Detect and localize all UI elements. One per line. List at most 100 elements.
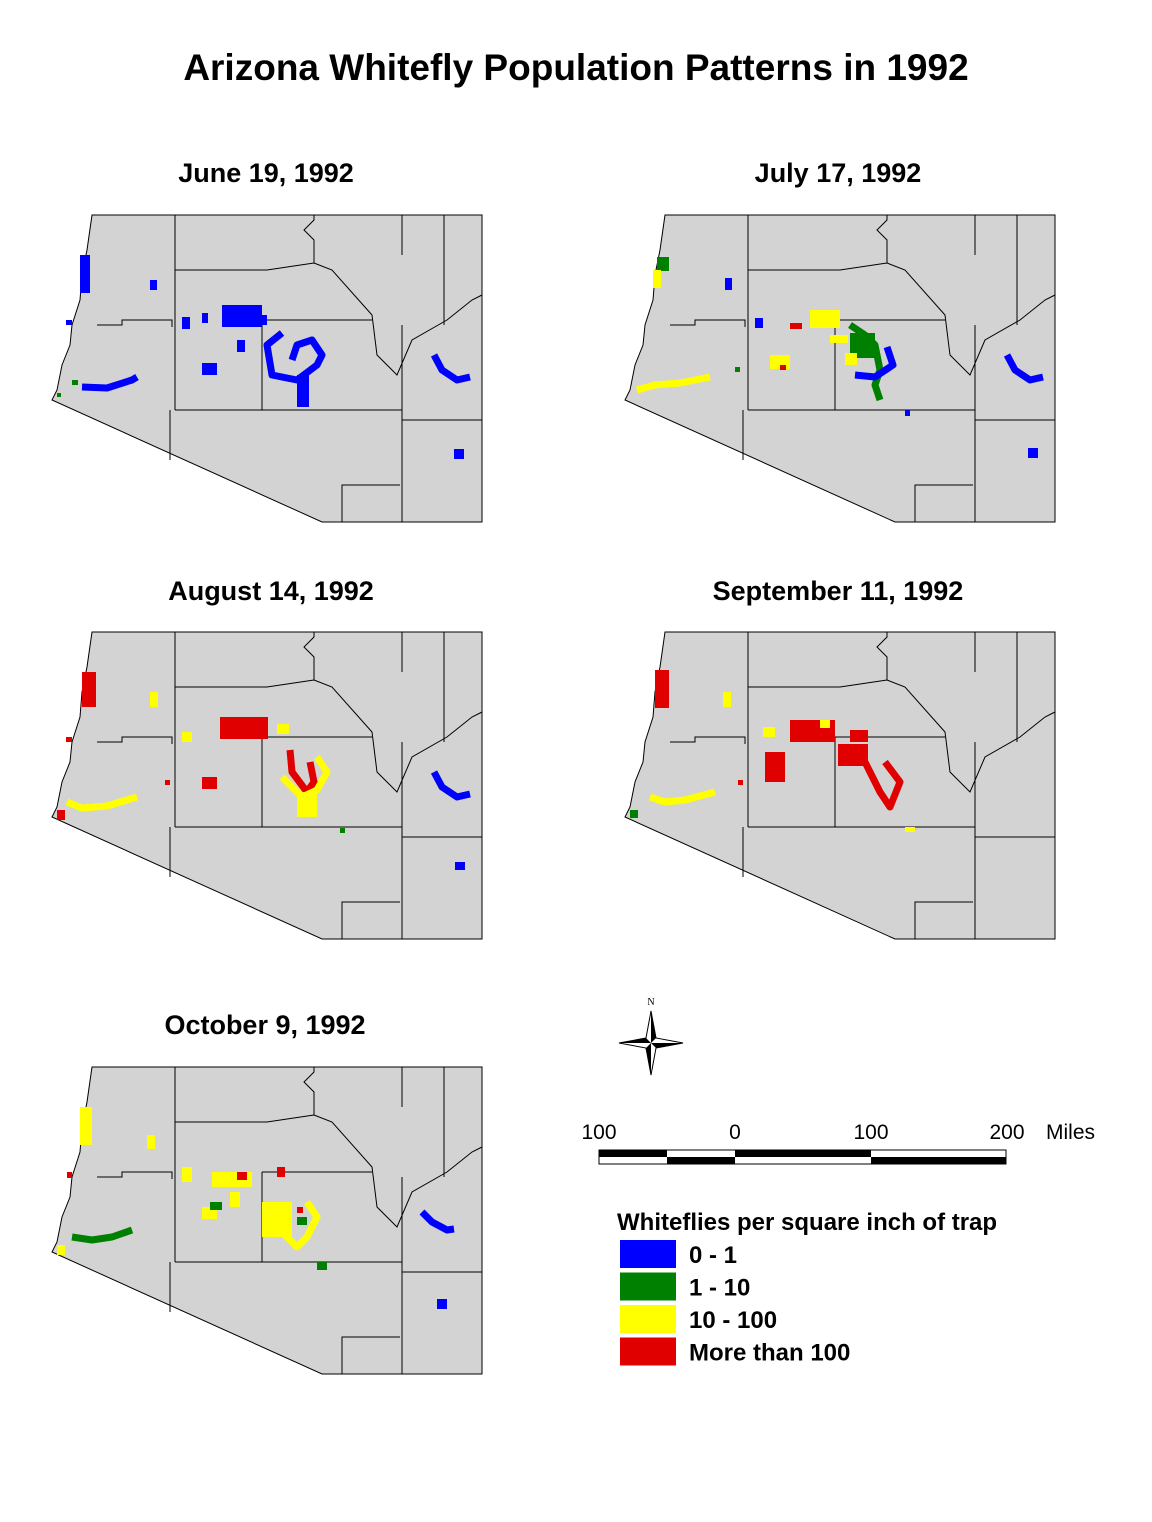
map xyxy=(624,214,1056,523)
population-patch xyxy=(81,373,139,392)
population-patch xyxy=(653,270,661,288)
population-patch xyxy=(66,737,72,742)
map-title: October 9, 1992 xyxy=(164,1010,365,1040)
population-patch xyxy=(725,278,732,290)
population-patch xyxy=(763,727,775,737)
population-patch xyxy=(297,375,309,407)
population-patch xyxy=(71,1226,134,1244)
population-patch xyxy=(57,810,65,820)
population-patch xyxy=(297,792,317,817)
population-patch xyxy=(67,1172,72,1178)
state-outline xyxy=(624,631,1056,940)
population-patch xyxy=(454,449,464,459)
main-title: Arizona Whitefly Population Patterns in … xyxy=(183,47,968,88)
population-patch xyxy=(723,692,731,707)
population-patch xyxy=(905,410,910,416)
population-patch xyxy=(297,1207,303,1213)
population-patch xyxy=(182,317,190,329)
population-patch xyxy=(738,780,743,785)
population-patch xyxy=(780,365,786,370)
population-patch xyxy=(182,1167,192,1182)
population-patch xyxy=(820,720,830,728)
population-patch xyxy=(830,335,848,343)
population-patch xyxy=(202,363,217,375)
population-patch xyxy=(65,793,139,812)
compass-label: N xyxy=(647,997,654,1008)
population-patch xyxy=(147,1135,155,1149)
population-patch xyxy=(237,1172,247,1180)
population-patch xyxy=(57,1245,65,1255)
population-patch xyxy=(80,255,90,293)
legend-swatch xyxy=(620,1337,676,1366)
legend-label: 0 - 1 xyxy=(689,1242,737,1269)
population-patch xyxy=(735,367,740,372)
population-patch xyxy=(655,670,669,708)
population-patch xyxy=(210,1202,222,1210)
population-patch xyxy=(810,310,840,328)
map-title: July 17, 1992 xyxy=(755,158,922,188)
population-patch xyxy=(657,257,669,271)
map-title: June 19, 1992 xyxy=(178,158,354,188)
scale-label: 100 xyxy=(581,1121,616,1144)
population-patch xyxy=(202,313,208,323)
population-patch xyxy=(277,1167,285,1177)
population-patch xyxy=(905,827,915,832)
population-patch xyxy=(755,318,763,328)
population-patch xyxy=(1003,353,1044,384)
legend-swatch xyxy=(620,1240,676,1268)
state-outline xyxy=(624,214,1056,523)
population-patch xyxy=(317,1262,327,1270)
population-patch xyxy=(437,1299,447,1309)
map xyxy=(51,214,483,523)
population-patch xyxy=(220,717,268,739)
scale-unit: Miles xyxy=(1046,1121,1095,1144)
scale-bar xyxy=(598,1149,1007,1165)
legend-label: More than 100 xyxy=(689,1340,850,1367)
population-patch xyxy=(262,1202,292,1237)
population-patch xyxy=(237,340,245,352)
state-outline xyxy=(51,631,483,940)
scale-label: 100 xyxy=(853,1121,888,1144)
population-patch xyxy=(72,380,78,385)
population-patch xyxy=(340,828,345,833)
map xyxy=(624,631,1056,940)
population-patch xyxy=(150,280,157,290)
map xyxy=(51,631,483,940)
population-patch xyxy=(66,320,72,325)
population-patch xyxy=(765,752,785,782)
population-patch xyxy=(790,323,802,329)
map-title: August 14, 1992 xyxy=(168,576,374,606)
population-patch xyxy=(263,330,326,384)
population-patch xyxy=(419,1209,455,1234)
population-patch xyxy=(845,353,857,365)
population-patch xyxy=(165,780,170,785)
scale-label: 200 xyxy=(989,1121,1024,1144)
population-patch xyxy=(82,672,96,707)
legend-label: 1 - 10 xyxy=(689,1275,750,1302)
population-patch xyxy=(430,770,471,801)
population-patch xyxy=(150,692,158,707)
legend-swatch xyxy=(620,1272,676,1301)
legend-title: Whiteflies per square inch of trap xyxy=(617,1209,997,1236)
population-patch xyxy=(430,353,471,384)
scale-label: 0 xyxy=(729,1121,741,1144)
population-patch xyxy=(297,1217,307,1225)
population-patch xyxy=(854,345,897,381)
population-patch xyxy=(1028,448,1038,458)
population-patch xyxy=(455,862,465,870)
population-patch xyxy=(636,373,711,394)
population-patch xyxy=(57,393,61,397)
legend-swatch xyxy=(620,1305,676,1333)
state-outline xyxy=(51,214,483,523)
population-patch xyxy=(838,744,868,766)
legend-label: 10 - 100 xyxy=(689,1307,777,1334)
population-patch xyxy=(230,1192,240,1207)
population-patch xyxy=(648,788,716,806)
map-title: September 11, 1992 xyxy=(713,576,964,606)
population-patch xyxy=(247,315,267,325)
population-patch xyxy=(80,1107,92,1145)
map xyxy=(51,1066,483,1375)
population-patch xyxy=(630,810,638,818)
population-patch xyxy=(856,750,904,811)
